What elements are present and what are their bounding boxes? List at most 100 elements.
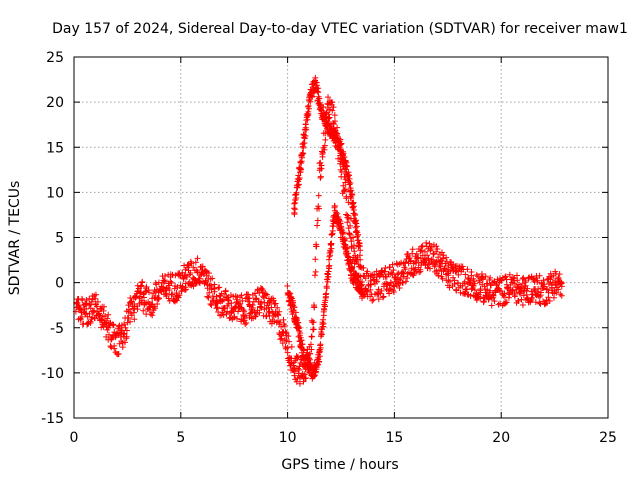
data-point (354, 274, 361, 281)
data-point (505, 294, 512, 301)
data-point (305, 105, 312, 112)
data-point (393, 260, 400, 267)
data-point (202, 267, 209, 274)
data-point (373, 278, 380, 285)
data-point (277, 336, 284, 343)
data-point (545, 294, 552, 301)
data-point (284, 344, 291, 351)
data-point (344, 163, 351, 170)
data-point (315, 203, 322, 210)
data-point (336, 216, 343, 223)
data-point (340, 229, 347, 236)
data-point (348, 195, 355, 202)
data-point (213, 293, 220, 300)
data-point (278, 335, 285, 342)
data-point (98, 316, 105, 323)
data-point (300, 150, 307, 157)
data-point (426, 265, 433, 272)
data-point (475, 273, 482, 280)
data-point (425, 255, 432, 262)
data-point (125, 315, 132, 322)
data-point (433, 243, 440, 250)
data-point (471, 286, 478, 293)
data-point (166, 287, 173, 294)
data-point (122, 324, 129, 331)
data-point (206, 289, 213, 296)
data-point (220, 312, 227, 319)
data-point (297, 165, 304, 172)
data-point (367, 286, 374, 293)
data-point (380, 293, 387, 300)
data-point (92, 291, 99, 298)
data-point (433, 248, 440, 255)
data-point (121, 330, 128, 337)
data-point (323, 290, 330, 297)
x-axis-label: GPS time / hours (281, 457, 398, 473)
data-point (123, 327, 130, 334)
data-point (346, 175, 353, 182)
data-point (286, 338, 293, 345)
data-point (349, 192, 356, 199)
data-point (506, 271, 513, 278)
data-point (436, 267, 443, 274)
data-point (416, 269, 423, 276)
data-point (347, 222, 354, 229)
data-point (224, 308, 231, 315)
data-point (168, 279, 175, 286)
data-point (326, 262, 333, 269)
data-point (311, 304, 318, 311)
data-point (137, 283, 144, 290)
data-point (334, 124, 341, 131)
data-point (295, 172, 302, 179)
data-point (289, 311, 296, 318)
data-point (130, 309, 137, 316)
data-point (294, 184, 301, 191)
data-point (346, 181, 353, 188)
data-point (294, 353, 301, 360)
data-point (557, 291, 564, 298)
data-point (307, 98, 314, 105)
data-point (309, 93, 316, 100)
data-point (396, 285, 403, 292)
data-point (93, 303, 100, 310)
data-point (285, 333, 292, 340)
data-point (188, 260, 195, 267)
data-point (462, 271, 469, 278)
data-point (558, 283, 565, 290)
data-point (223, 311, 230, 318)
data-point (78, 307, 85, 314)
data-point (299, 149, 306, 156)
data-point (274, 304, 281, 311)
data-point (291, 304, 298, 311)
data-point (86, 302, 93, 309)
data-point (270, 297, 277, 304)
data-point (281, 321, 288, 328)
data-point (327, 248, 334, 255)
data-point (418, 247, 425, 254)
data-point (253, 295, 260, 302)
data-point (75, 303, 82, 310)
data-point (115, 351, 122, 358)
data-point (503, 299, 510, 306)
data-point (482, 273, 489, 280)
data-point (246, 295, 253, 302)
data-point (156, 295, 163, 302)
data-point (368, 281, 375, 288)
data-point (204, 293, 211, 300)
data-point (329, 107, 336, 114)
data-point (342, 186, 349, 193)
data-point (350, 199, 357, 206)
data-point (209, 275, 216, 282)
data-point (355, 237, 362, 244)
data-point (288, 343, 295, 350)
data-point (342, 158, 349, 165)
data-point (424, 252, 431, 259)
data-point (312, 74, 319, 81)
data-point (158, 283, 165, 290)
data-point (154, 300, 161, 307)
data-point (399, 279, 406, 286)
data-point (453, 268, 460, 275)
data-point (293, 189, 300, 196)
data-point (312, 256, 319, 263)
data-point (408, 257, 415, 264)
